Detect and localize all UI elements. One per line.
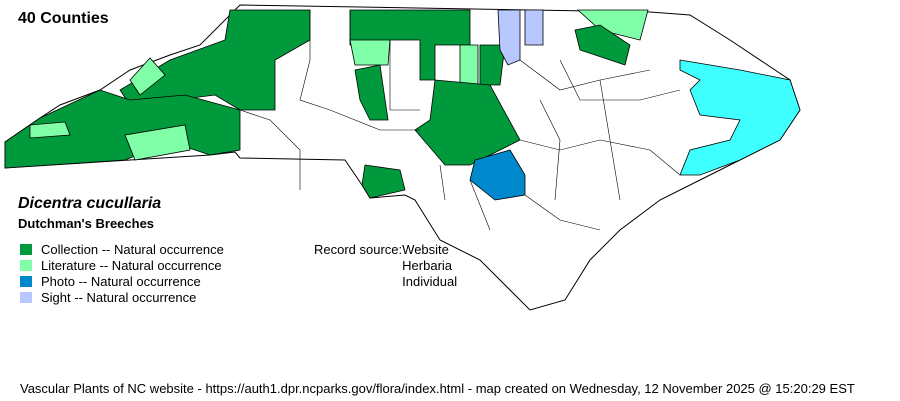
county-literature xyxy=(349,39,391,66)
legend-item-photo: Photo -- Natural occurrence xyxy=(20,274,201,289)
record-source-value: Individual xyxy=(402,274,458,289)
record-source-label: Record source: xyxy=(314,242,403,257)
record-source-value: Herbaria xyxy=(402,258,453,273)
county-literature xyxy=(459,44,479,86)
county-collection xyxy=(354,64,389,121)
county-literature xyxy=(129,57,166,96)
legend-item-literature: Literature -- Natural occurrence xyxy=(20,258,222,273)
legend-swatch xyxy=(20,276,32,287)
legend-swatch xyxy=(20,260,32,271)
county-collection xyxy=(4,89,241,169)
county-collection xyxy=(414,79,521,166)
county-literature xyxy=(124,124,191,161)
legend-item-sight: Sight -- Natural occurrence xyxy=(20,290,196,305)
county-sight xyxy=(524,9,544,46)
county-literature xyxy=(576,9,649,41)
county-literature xyxy=(29,121,71,139)
legend-swatch xyxy=(20,244,32,255)
footer-credit: Vascular Plants of NC website - https://… xyxy=(20,381,855,396)
legend-swatch xyxy=(20,292,32,303)
legend-item-collection: Collection -- Natural occurrence xyxy=(20,242,224,257)
county-collection xyxy=(361,164,406,199)
record-source: Record source: Website Herbaria Individu… xyxy=(314,242,457,290)
county-collection xyxy=(479,44,506,86)
scientific-name: Dicentra cucullaria xyxy=(18,195,162,212)
sound-water xyxy=(679,59,801,176)
county-borders xyxy=(239,10,681,231)
record-source-value: Website xyxy=(402,242,449,257)
county-collection xyxy=(574,24,631,66)
common-name: Dutchman's Breeches xyxy=(18,216,155,231)
county-count: 40 Counties xyxy=(18,10,109,27)
county-sight xyxy=(497,9,521,66)
